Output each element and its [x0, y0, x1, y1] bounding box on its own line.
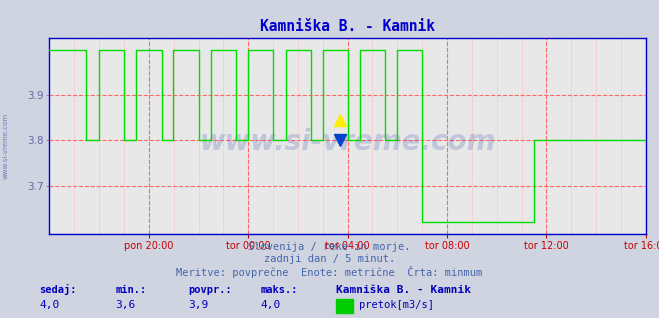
Text: 4,0: 4,0: [40, 301, 60, 310]
Text: 3,9: 3,9: [188, 301, 208, 310]
Text: povpr.:: povpr.:: [188, 285, 231, 294]
Text: maks.:: maks.:: [260, 285, 298, 294]
Text: Slovenija / reke in morje.: Slovenija / reke in morje.: [248, 242, 411, 252]
Text: 4,0: 4,0: [260, 301, 281, 310]
Text: sedaj:: sedaj:: [40, 284, 77, 294]
Text: www.si-vreme.com: www.si-vreme.com: [2, 113, 9, 179]
Text: pretok[m3/s]: pretok[m3/s]: [359, 301, 434, 310]
Text: Kamniška B. - Kamnik: Kamniška B. - Kamnik: [336, 285, 471, 294]
Text: min.:: min.:: [115, 285, 146, 294]
Text: 3,6: 3,6: [115, 301, 136, 310]
Text: zadnji dan / 5 minut.: zadnji dan / 5 minut.: [264, 254, 395, 264]
Title: Kamniška B. - Kamnik: Kamniška B. - Kamnik: [260, 19, 435, 34]
Text: www.si-vreme.com: www.si-vreme.com: [200, 128, 496, 156]
Text: Meritve: povprečne  Enote: metrične  Črta: minmum: Meritve: povprečne Enote: metrične Črta:…: [177, 266, 482, 278]
